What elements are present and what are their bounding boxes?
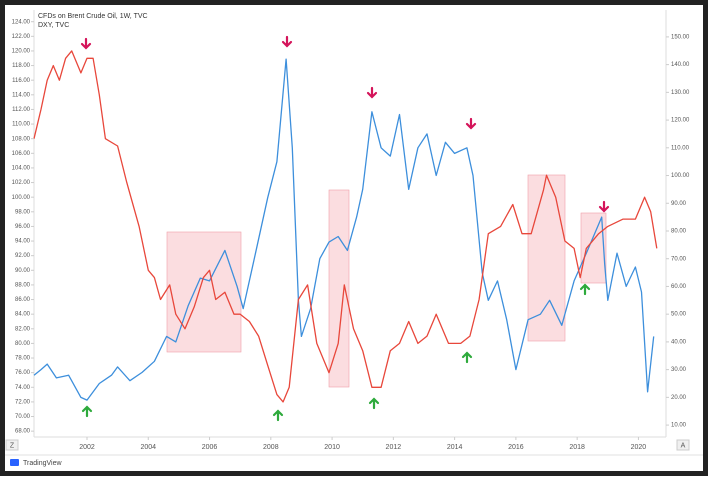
y-tick-label: 118.00 bbox=[12, 63, 31, 69]
y2-tick-label: 120.00 bbox=[671, 118, 690, 124]
up-arrow bbox=[368, 397, 380, 410]
y-tick-label: 70.00 bbox=[15, 414, 31, 420]
up-arrow bbox=[81, 405, 93, 418]
y-tick-label: 96.00 bbox=[15, 224, 31, 230]
zone bbox=[328, 189, 350, 388]
y-tick-label: 72.00 bbox=[15, 399, 31, 405]
brand-logo bbox=[10, 459, 19, 466]
y-tick-label: 84.00 bbox=[15, 312, 31, 318]
y2-tick-label: 20.00 bbox=[671, 395, 687, 401]
down-arrow bbox=[366, 86, 378, 99]
y-tick-label: 124.00 bbox=[12, 19, 31, 25]
y-tick-label: 114.00 bbox=[12, 92, 31, 98]
x-tick-label: 2016 bbox=[508, 444, 524, 451]
y2-tick-label: 150.00 bbox=[671, 34, 690, 40]
corner-button[interactable] bbox=[676, 439, 690, 451]
x-tick-label: 2018 bbox=[569, 444, 585, 451]
y-tick-label: 98.00 bbox=[15, 209, 31, 215]
y-tick-label: 112.00 bbox=[12, 107, 31, 113]
legend-entry: CFDs on Brent Crude Oil, 1W, TVC bbox=[38, 13, 148, 20]
series-line bbox=[33, 58, 655, 401]
x-tick-label: 2012 bbox=[386, 444, 402, 451]
y-tick-label: 108.00 bbox=[12, 136, 31, 142]
x-tick-label: 2020 bbox=[631, 444, 647, 451]
y2-tick-label: 80.00 bbox=[671, 229, 687, 235]
down-arrow bbox=[80, 37, 92, 50]
y-tick-label: 68.00 bbox=[15, 429, 31, 435]
y2-tick-label: 110.00 bbox=[671, 145, 690, 151]
series-line bbox=[33, 50, 658, 403]
y-tick-label: 122.00 bbox=[12, 34, 31, 40]
x-tick-label: 2004 bbox=[140, 444, 156, 451]
y2-tick-label: 10.00 bbox=[671, 423, 687, 429]
y2-tick-label: 140.00 bbox=[671, 62, 690, 68]
y-tick-label: 86.00 bbox=[15, 297, 31, 303]
y-tick-label: 82.00 bbox=[15, 326, 31, 332]
y-tick-label: 102.00 bbox=[12, 180, 31, 186]
arrows bbox=[80, 35, 610, 422]
y-tick-label: 74.00 bbox=[15, 385, 31, 391]
x-tick-label: 2010 bbox=[324, 444, 340, 451]
corner-button[interactable] bbox=[5, 439, 19, 451]
x-tick-label: 2008 bbox=[263, 444, 279, 451]
zone bbox=[527, 174, 566, 342]
y2-tick-label: 40.00 bbox=[671, 339, 687, 345]
y-tick-label: 80.00 bbox=[15, 341, 31, 347]
y2-tick-label: 70.00 bbox=[671, 256, 687, 262]
y-tick-label: 106.00 bbox=[12, 151, 31, 157]
down-arrow bbox=[281, 35, 293, 48]
y2-tick-label: 130.00 bbox=[671, 90, 690, 96]
brand-name: TradingView bbox=[23, 460, 62, 467]
y-tick-label: 104.00 bbox=[12, 166, 31, 172]
y-tick-label: 116.00 bbox=[12, 78, 31, 84]
y-tick-label: 88.00 bbox=[15, 282, 31, 288]
y2-tick-label: 50.00 bbox=[671, 312, 687, 318]
series-lines bbox=[33, 50, 658, 403]
y-tick-label: 110.00 bbox=[12, 122, 31, 128]
y-tick-label: 94.00 bbox=[15, 239, 31, 245]
y-tick-label: 120.00 bbox=[12, 49, 31, 55]
y-tick-label: 100.00 bbox=[12, 195, 31, 201]
y2-tick-label: 100.00 bbox=[671, 173, 690, 179]
x-tick-label: 2006 bbox=[202, 444, 218, 451]
up-arrow bbox=[461, 351, 473, 364]
corner-label: A bbox=[681, 442, 686, 449]
y-tick-label: 92.00 bbox=[15, 253, 31, 259]
y2-tick-label: 90.00 bbox=[671, 201, 687, 207]
y2-tick-label: 60.00 bbox=[671, 284, 687, 290]
up-arrow bbox=[272, 409, 284, 422]
x-tick-label: 2014 bbox=[447, 444, 463, 451]
down-arrow bbox=[598, 200, 610, 213]
down-arrow bbox=[465, 117, 477, 130]
y-tick-label: 78.00 bbox=[15, 356, 31, 362]
legend-entry: DXY, TVC bbox=[38, 22, 69, 29]
y-tick-label: 76.00 bbox=[15, 370, 31, 376]
y2-tick-label: 30.00 bbox=[671, 367, 687, 373]
highlight-zones bbox=[166, 174, 607, 388]
x-tick-label: 2002 bbox=[79, 444, 95, 451]
corner-label: Z bbox=[10, 442, 15, 449]
y-tick-label: 90.00 bbox=[15, 268, 31, 274]
up-arrow bbox=[579, 283, 591, 296]
